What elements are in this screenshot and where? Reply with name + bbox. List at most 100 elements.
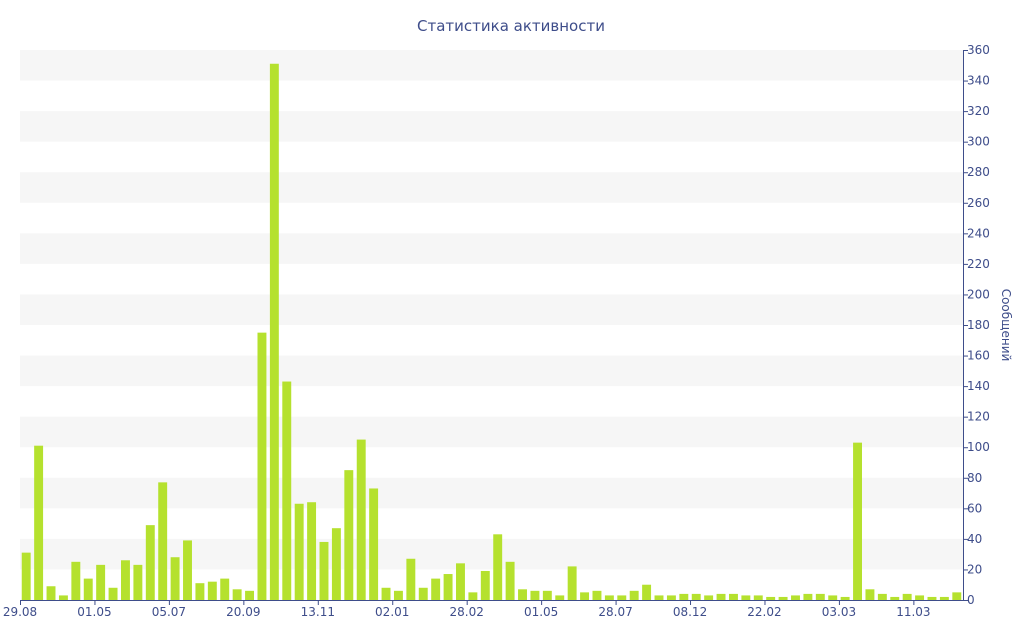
x-tick-label: 01.05 — [524, 605, 558, 619]
grid-band — [20, 416, 963, 448]
bar — [207, 581, 217, 600]
x-tick-label: 02.01 — [375, 605, 409, 619]
bar — [716, 593, 726, 600]
bar — [828, 595, 838, 600]
x-tick-label: 13.11 — [301, 605, 335, 619]
bar — [331, 528, 341, 600]
x-tick-label: 01.05 — [77, 605, 111, 619]
grid-band — [20, 233, 963, 264]
bar — [555, 595, 565, 600]
bar — [195, 583, 205, 600]
bar — [604, 595, 614, 600]
bar — [83, 578, 93, 600]
bar — [505, 561, 515, 600]
grid-band — [20, 111, 963, 142]
grid-band — [20, 294, 963, 325]
bar — [34, 445, 44, 600]
y-tick-label: 340 — [967, 74, 990, 88]
bar — [629, 590, 639, 600]
bar — [418, 587, 428, 600]
y-tick-label: 200 — [967, 287, 990, 301]
bar — [766, 596, 776, 600]
bar — [654, 595, 664, 600]
bar — [406, 558, 416, 600]
bar — [46, 586, 56, 600]
y-tick-label: 40 — [967, 532, 982, 546]
y-tick-label: 100 — [967, 440, 990, 454]
x-tick-label: 03.03 — [822, 605, 856, 619]
bar — [493, 534, 503, 600]
x-tick-label: 22.02 — [747, 605, 781, 619]
bar — [952, 592, 962, 600]
grid-band — [20, 172, 963, 203]
bars-group — [21, 63, 962, 600]
bar — [542, 590, 552, 600]
y-tick-label: 260 — [967, 196, 990, 210]
bar — [753, 595, 763, 600]
bar — [183, 540, 192, 600]
bar — [728, 593, 738, 600]
bar — [853, 442, 862, 600]
y-tick-label: 280 — [967, 165, 990, 179]
bar — [158, 482, 168, 600]
bar — [691, 593, 701, 600]
bar — [245, 590, 255, 600]
y-tick-label: 300 — [967, 135, 990, 149]
y-tick-label: 220 — [967, 257, 990, 271]
bar — [393, 590, 403, 600]
x-tick-label: 28.02 — [450, 605, 484, 619]
bar — [294, 503, 304, 600]
bar — [592, 590, 602, 600]
x-tick-label: 28.07 — [598, 605, 632, 619]
bar — [431, 578, 441, 600]
bar — [319, 541, 329, 600]
bar — [679, 593, 689, 600]
chart-title: Статистика активности — [417, 17, 605, 35]
x-tick-label: 11.03 — [896, 605, 930, 619]
bar — [741, 595, 751, 600]
bar — [865, 589, 875, 600]
x-tick-label: 05.07 — [152, 605, 186, 619]
y-tick-label: 120 — [967, 410, 990, 424]
bar — [480, 570, 490, 600]
bar — [257, 332, 267, 600]
bar — [530, 590, 540, 600]
y-axis-title: Сообщений — [999, 289, 1013, 362]
bar — [58, 595, 68, 600]
bar — [21, 552, 31, 600]
bar — [96, 564, 106, 600]
bar — [220, 578, 230, 600]
bar — [617, 595, 627, 600]
y-tick-label: 140 — [967, 379, 990, 393]
bar — [369, 488, 379, 600]
bar — [145, 525, 155, 600]
y-tick-label: 80 — [967, 471, 982, 485]
bar — [381, 587, 391, 600]
bar — [108, 587, 118, 600]
bar — [307, 502, 317, 600]
grid-band — [20, 477, 963, 509]
x-tick-label: 20.09 — [226, 605, 260, 619]
bar — [704, 595, 714, 600]
grid-bands — [20, 50, 963, 570]
bar — [890, 596, 900, 600]
bar — [791, 595, 800, 600]
x-tick-label: 08.12 — [673, 605, 707, 619]
bar — [939, 596, 949, 600]
bar — [518, 589, 527, 600]
bar — [456, 563, 465, 600]
bar — [877, 593, 887, 600]
bar — [666, 595, 676, 600]
grid-band — [20, 355, 963, 387]
bar — [133, 564, 143, 600]
y-tick-label: 0 — [967, 593, 975, 607]
bar — [580, 592, 590, 600]
y-tick-label: 360 — [967, 43, 990, 57]
bar — [778, 596, 788, 600]
bar — [840, 596, 850, 600]
bar — [803, 593, 813, 600]
bar — [443, 574, 453, 600]
bar — [567, 566, 577, 600]
axes-group: 0 20 40 60 80 100 120 140 160 180 200 220 240 260 280 3… — [3, 43, 990, 619]
bar — [282, 381, 292, 600]
